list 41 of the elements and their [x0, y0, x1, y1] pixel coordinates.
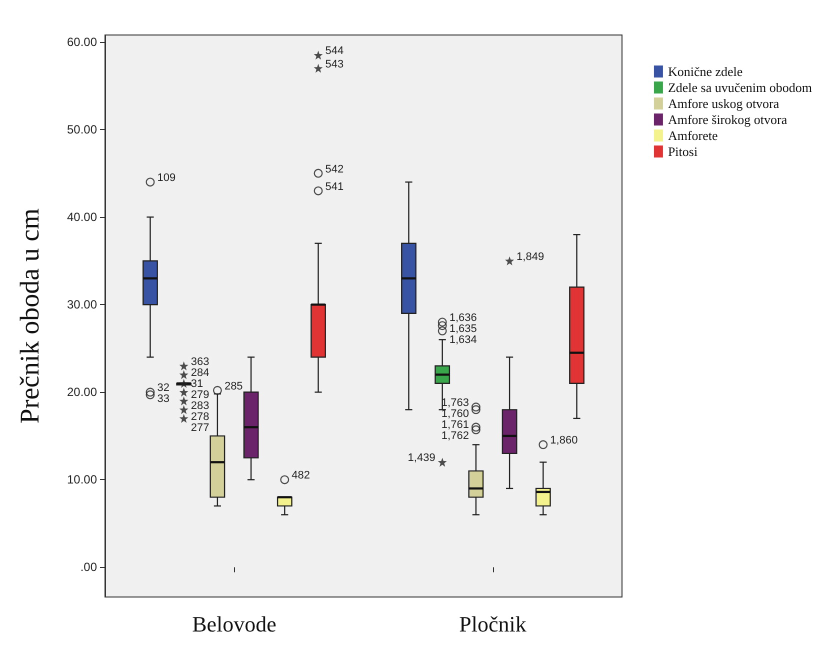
annotation: 482	[292, 470, 310, 482]
annotation: 1,634	[449, 334, 477, 346]
y-tick-label: 40.00	[66, 210, 98, 224]
legend-label: Amfore uskog otvora	[668, 96, 780, 111]
annotation: 283	[190, 400, 210, 412]
annotation: 1,849	[516, 250, 544, 263]
annotation: 277	[190, 422, 210, 434]
annotation: 278	[190, 410, 210, 423]
annotation: 32	[157, 382, 170, 394]
annotation: 544	[325, 45, 344, 58]
y-tick-label: 30.00	[66, 298, 98, 312]
y-tick-label: 20.00	[66, 385, 98, 400]
y-tick-label: .00	[80, 560, 98, 574]
legend-label: Konične zdele	[668, 64, 743, 79]
annotation: 1,635	[449, 323, 477, 336]
y-tick-label: 10.00	[66, 472, 98, 487]
annotation: 1,761	[441, 419, 469, 432]
annotation: 541	[325, 180, 344, 193]
annotation: 1,760	[441, 408, 469, 420]
annotation: 543	[325, 58, 344, 70]
annotation: 285	[224, 380, 243, 392]
annotation: 363	[190, 356, 210, 368]
legend-label: Zdele sa uvučenim obodom	[668, 80, 812, 95]
y-tick-label: 50.00	[66, 122, 98, 137]
y-tick-label: 60.00	[66, 35, 98, 50]
annotation: 542	[325, 163, 344, 176]
annotation: 1,439	[408, 452, 436, 464]
annotation: 1,860	[550, 434, 578, 447]
annotation: 279	[190, 388, 210, 401]
annotation: 284	[190, 366, 210, 379]
legend-label: Amforete	[668, 128, 718, 143]
legend-label: Amfore širokog otvora	[668, 112, 788, 127]
y-axis-title: Prečnik oboda u cm	[14, 208, 44, 424]
annotation: 33	[157, 393, 170, 406]
annotation: 1,762	[441, 430, 469, 442]
annotation: 109	[157, 172, 176, 184]
annotation: 1,636	[449, 312, 477, 324]
annotation: 31	[190, 378, 204, 390]
x-tick-label: Pločnik	[459, 612, 526, 636]
legend-label: Pitosi	[668, 144, 698, 159]
x-tick-label: Belovode	[192, 612, 276, 636]
